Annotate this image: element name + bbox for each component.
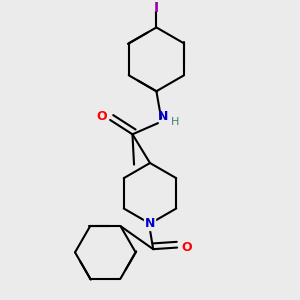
Text: I: I bbox=[154, 1, 159, 15]
Text: H: H bbox=[171, 116, 180, 127]
Text: O: O bbox=[97, 110, 107, 123]
Text: N: N bbox=[145, 217, 155, 230]
Text: N: N bbox=[158, 110, 168, 123]
Text: O: O bbox=[182, 241, 192, 254]
